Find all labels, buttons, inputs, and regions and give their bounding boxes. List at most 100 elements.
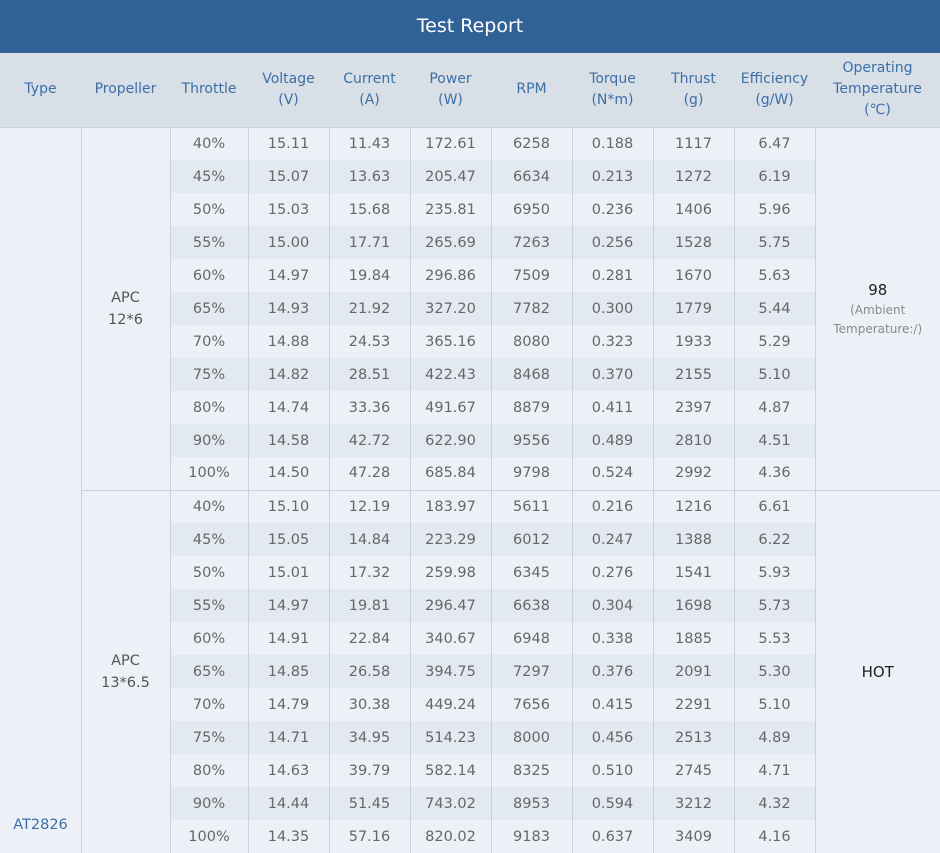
data-cell: 15.03 — [248, 193, 329, 226]
data-cell: 75% — [170, 358, 248, 391]
data-cell: 15.01 — [248, 556, 329, 589]
data-cell: 6012 — [491, 523, 572, 556]
data-cell: 0.213 — [572, 160, 653, 193]
data-cell: 22.84 — [329, 622, 410, 655]
data-cell: 0.456 — [572, 721, 653, 754]
data-cell: 24.53 — [329, 325, 410, 358]
data-cell: 100% — [170, 457, 248, 490]
column-header: Thrust (g) — [653, 53, 734, 127]
data-cell: 0.304 — [572, 589, 653, 622]
data-cell: 14.93 — [248, 292, 329, 325]
data-cell: 14.91 — [248, 622, 329, 655]
data-cell: 0.415 — [572, 688, 653, 721]
data-cell: 172.61 — [410, 127, 491, 160]
data-cell: 4.89 — [734, 721, 815, 754]
data-cell: 40% — [170, 127, 248, 160]
column-header: Efficiency (g/W) — [734, 53, 815, 127]
data-cell: 34.95 — [329, 721, 410, 754]
data-cell: 0.323 — [572, 325, 653, 358]
data-cell: 0.370 — [572, 358, 653, 391]
data-cell: 7509 — [491, 259, 572, 292]
data-cell: 45% — [170, 523, 248, 556]
type-cell: AT2826 — [0, 127, 81, 853]
data-cell: 327.20 — [410, 292, 491, 325]
data-cell: 6638 — [491, 589, 572, 622]
data-cell: 422.43 — [410, 358, 491, 391]
data-cell: 14.63 — [248, 754, 329, 787]
data-cell: 70% — [170, 325, 248, 358]
data-cell: 394.75 — [410, 655, 491, 688]
data-cell: 0.216 — [572, 490, 653, 523]
data-cell: 205.47 — [410, 160, 491, 193]
data-cell: 743.02 — [410, 787, 491, 820]
data-cell: 2513 — [653, 721, 734, 754]
data-cell: 0.510 — [572, 754, 653, 787]
data-cell: 15.68 — [329, 193, 410, 226]
data-cell: 0.411 — [572, 391, 653, 424]
data-cell: 582.14 — [410, 754, 491, 787]
data-cell: 6258 — [491, 127, 572, 160]
data-cell: 514.23 — [410, 721, 491, 754]
data-cell: 65% — [170, 292, 248, 325]
temperature-value: 98 — [816, 279, 940, 301]
data-cell: 50% — [170, 556, 248, 589]
data-cell: 50% — [170, 193, 248, 226]
data-cell: 183.97 — [410, 490, 491, 523]
data-cell: 2992 — [653, 457, 734, 490]
data-cell: 6.47 — [734, 127, 815, 160]
data-cell: 21.92 — [329, 292, 410, 325]
data-cell: 14.97 — [248, 589, 329, 622]
data-cell: 19.84 — [329, 259, 410, 292]
data-cell: 90% — [170, 787, 248, 820]
data-cell: 0.256 — [572, 226, 653, 259]
column-header: Torque (N*m) — [572, 53, 653, 127]
data-cell: 1670 — [653, 259, 734, 292]
data-cell: 55% — [170, 589, 248, 622]
data-cell: 15.11 — [248, 127, 329, 160]
data-cell: 5.63 — [734, 259, 815, 292]
data-cell: 14.88 — [248, 325, 329, 358]
data-cell: 9798 — [491, 457, 572, 490]
data-cell: 15.00 — [248, 226, 329, 259]
data-cell: 7297 — [491, 655, 572, 688]
temperature-note: (Ambient Temperature:/) — [816, 301, 940, 339]
data-cell: 1541 — [653, 556, 734, 589]
data-cell: 14.71 — [248, 721, 329, 754]
data-cell: 0.637 — [572, 820, 653, 853]
data-cell: 8000 — [491, 721, 572, 754]
data-cell: 685.84 — [410, 457, 491, 490]
column-header: Propeller — [81, 53, 170, 127]
data-cell: 265.69 — [410, 226, 491, 259]
data-cell: 2745 — [653, 754, 734, 787]
data-cell: 2810 — [653, 424, 734, 457]
data-cell: 13.63 — [329, 160, 410, 193]
data-cell: 5.10 — [734, 688, 815, 721]
data-cell: 3409 — [653, 820, 734, 853]
data-cell: 26.58 — [329, 655, 410, 688]
data-cell: 5.96 — [734, 193, 815, 226]
data-cell: 223.29 — [410, 523, 491, 556]
data-cell: 1388 — [653, 523, 734, 556]
data-cell: 0.338 — [572, 622, 653, 655]
data-cell: 9183 — [491, 820, 572, 853]
data-cell: 80% — [170, 391, 248, 424]
data-cell: 296.47 — [410, 589, 491, 622]
data-cell: 14.82 — [248, 358, 329, 391]
data-cell: 5.44 — [734, 292, 815, 325]
data-cell: 235.81 — [410, 193, 491, 226]
column-header: Power (W) — [410, 53, 491, 127]
data-cell: 14.97 — [248, 259, 329, 292]
data-cell: 0.281 — [572, 259, 653, 292]
data-cell: 4.87 — [734, 391, 815, 424]
data-cell: 820.02 — [410, 820, 491, 853]
temperature-cell: 98(Ambient Temperature:/) — [815, 127, 940, 490]
data-cell: 2397 — [653, 391, 734, 424]
data-cell: 45% — [170, 160, 248, 193]
data-cell: 449.24 — [410, 688, 491, 721]
data-cell: 14.58 — [248, 424, 329, 457]
data-cell: 17.32 — [329, 556, 410, 589]
data-cell: 296.86 — [410, 259, 491, 292]
data-cell: 14.44 — [248, 787, 329, 820]
data-cell: 2091 — [653, 655, 734, 688]
